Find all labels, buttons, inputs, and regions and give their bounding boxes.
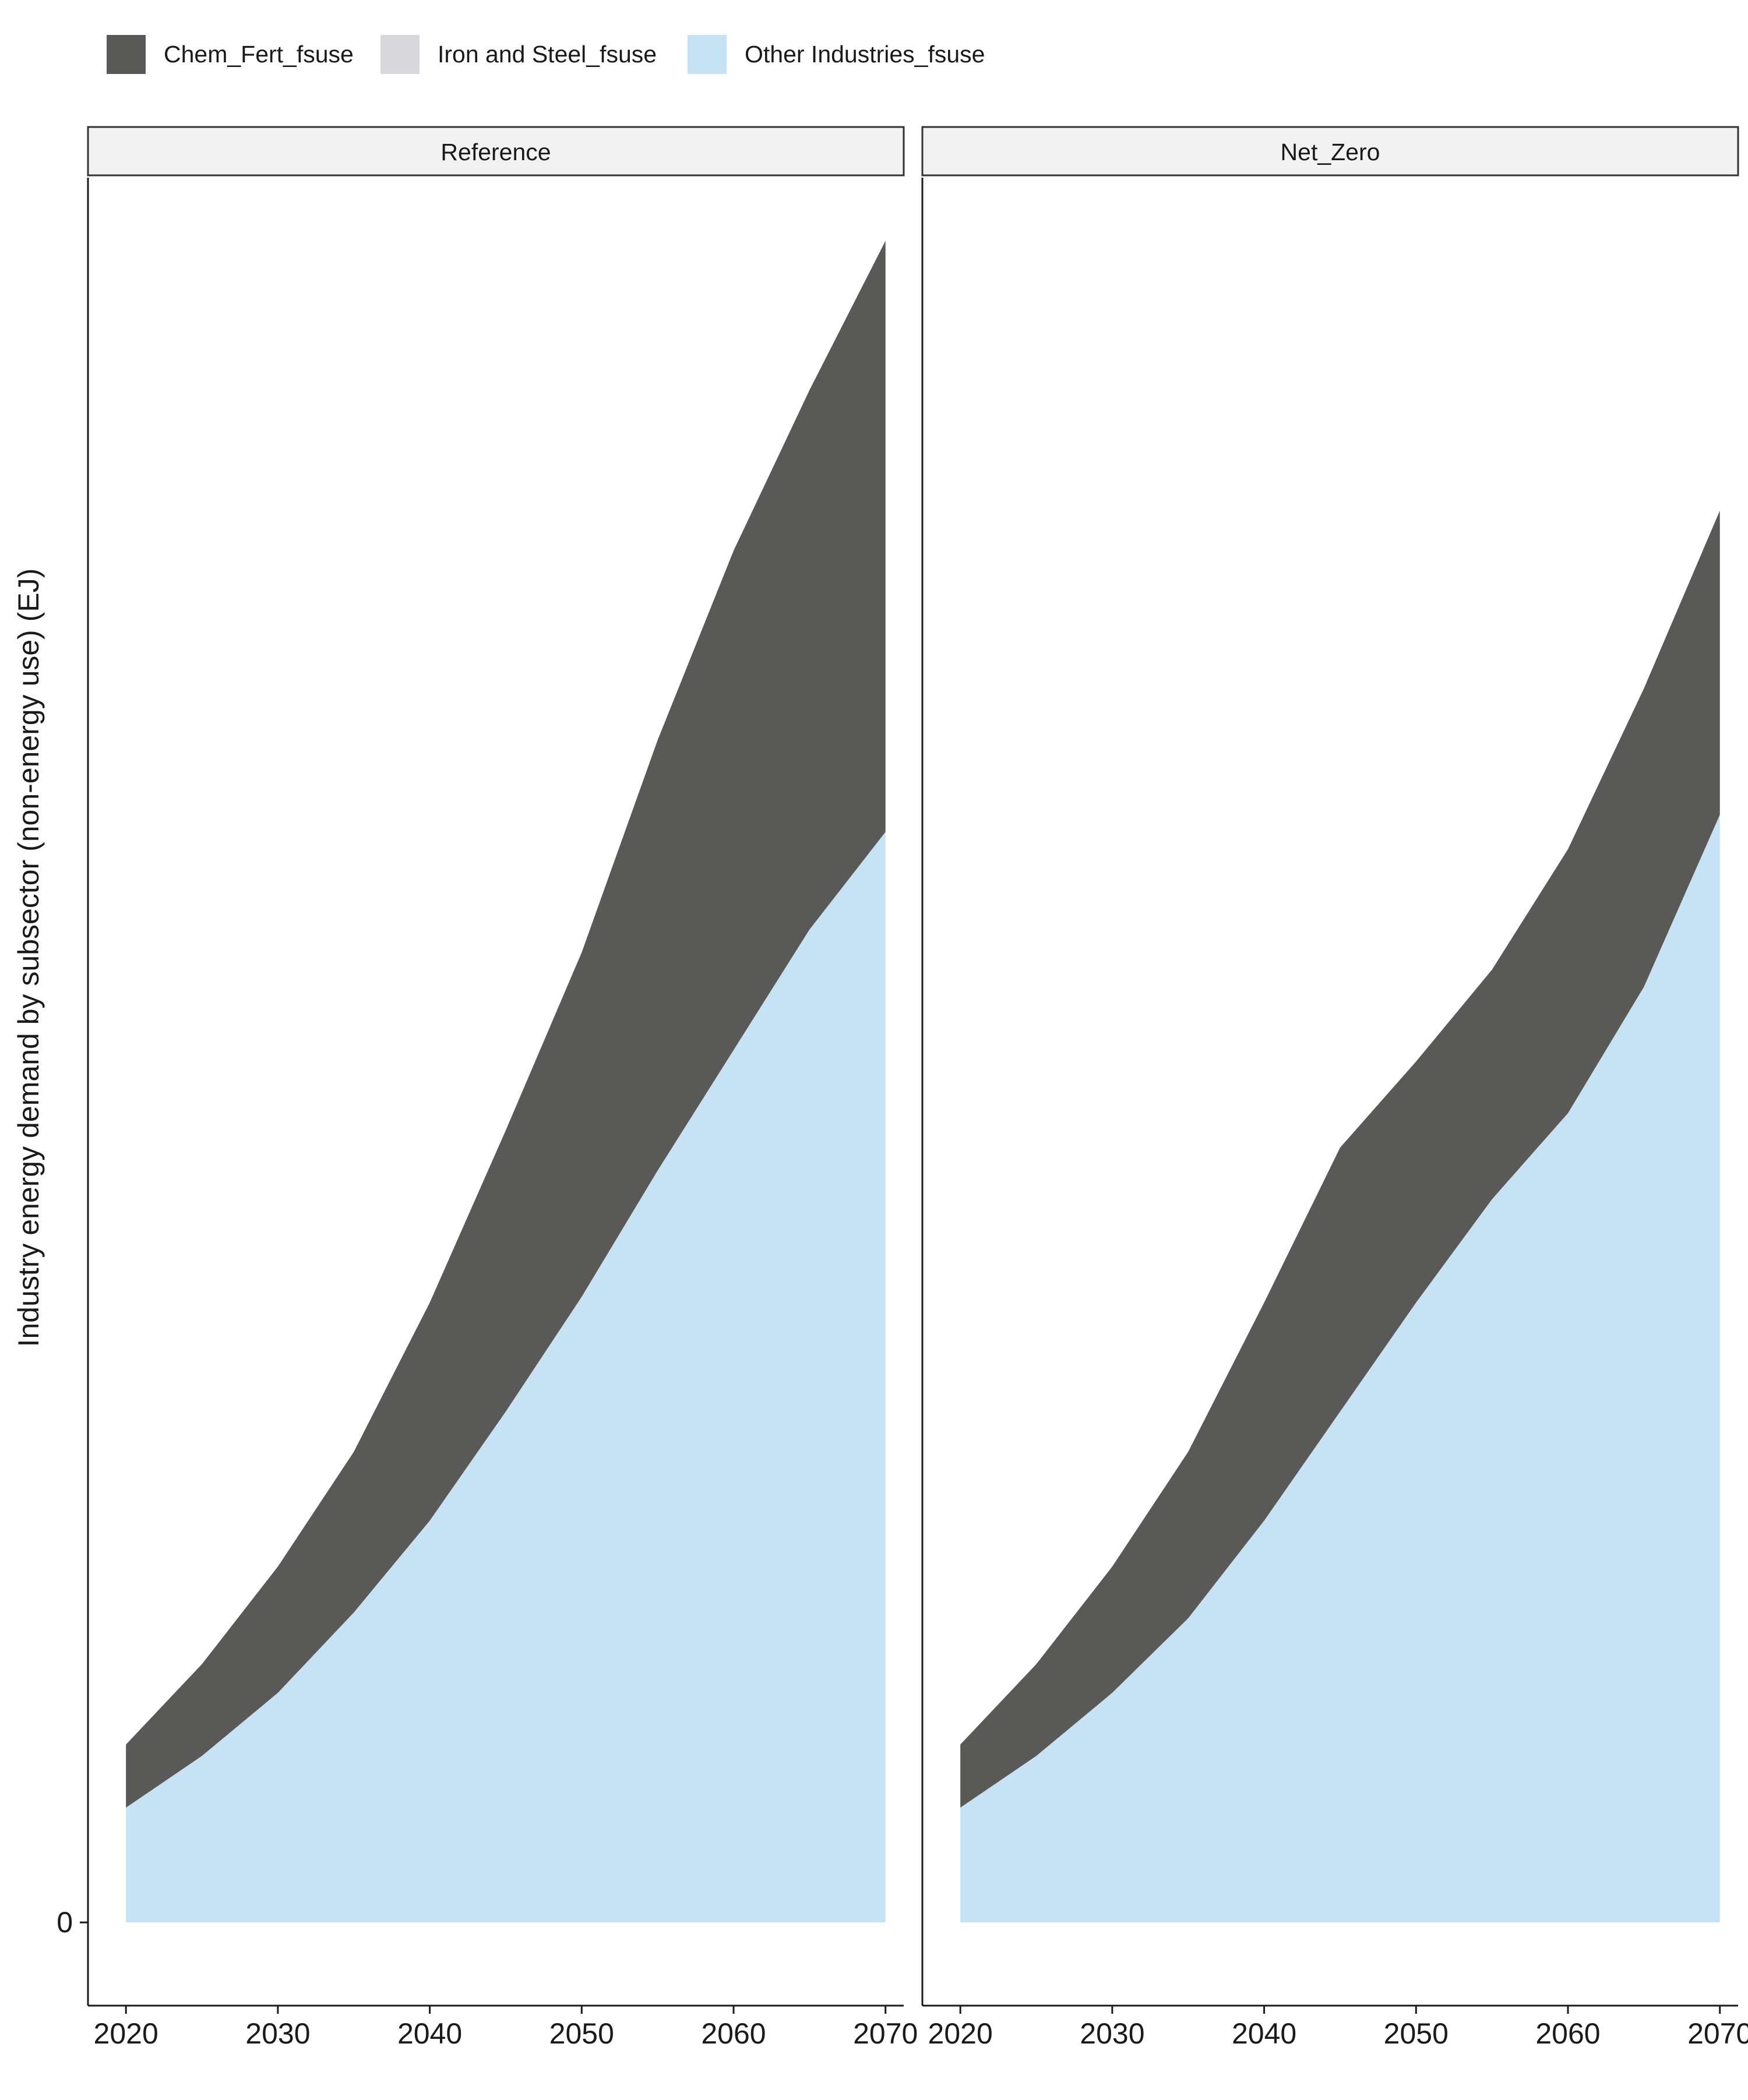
facet-strip bbox=[921, 126, 1739, 177]
x-tick-label: 2030 bbox=[245, 2017, 310, 2050]
legend: Chem_Fert_fsuse Iron and Steel_fsuse Other… bbox=[107, 35, 985, 74]
legend-label-iron-and-steel-fsuse: Iron and Steel_fsuse bbox=[438, 41, 657, 68]
facet-strip-label: Net_Zero bbox=[1281, 139, 1380, 165]
legend-key-other-industries-fsuse bbox=[688, 35, 727, 74]
legend-item-iron-and-steel-fsuse: Iron and Steel_fsuse bbox=[380, 35, 657, 74]
x-tick-label: 2030 bbox=[1080, 2017, 1144, 2050]
x-tick-label: 2050 bbox=[549, 2017, 614, 2050]
panel-reference: Reference 2020 2030 2040 2050 2060 2070 0 bbox=[57, 126, 918, 2050]
x-tick-label: 2050 bbox=[1384, 2017, 1449, 2050]
y-tick-label: 0 bbox=[57, 1906, 73, 1939]
legend-key-chem-fert-fsuse bbox=[107, 35, 146, 74]
legend-label-chem-fert-fsuse: Chem_Fert_fsuse bbox=[164, 41, 354, 68]
facet-panels: Reference 2020 2030 2040 2050 2060 2070 0 Net_Ze… bbox=[57, 126, 1748, 2050]
legend-item-chem-fert-fsuse: Chem_Fert_fsuse bbox=[107, 35, 354, 74]
x-tick-label: 2070 bbox=[853, 2017, 918, 2050]
x-tick-label: 2070 bbox=[1687, 2017, 1748, 2050]
legend-item-other-industries-fsuse: Other Industries_fsuse bbox=[688, 35, 985, 74]
area-other-industries-fsuse bbox=[960, 814, 1720, 1923]
area-chem-fert-fsuse bbox=[126, 241, 886, 1808]
facet-strip-label: Reference bbox=[440, 139, 551, 165]
panel-net-zero: Net_Zero 2020 2030 2040 2050 2060 2070 bbox=[921, 126, 1748, 2050]
x-tick-label: 2020 bbox=[928, 2017, 993, 2050]
x-tick-label: 2020 bbox=[94, 2017, 158, 2050]
x-tick-label: 2040 bbox=[397, 2017, 462, 2050]
x-tick-label: 2060 bbox=[701, 2017, 766, 2050]
x-tick-label: 2040 bbox=[1232, 2017, 1296, 2050]
facet-strip bbox=[87, 126, 905, 177]
x-tick-label: 2060 bbox=[1535, 2017, 1600, 2050]
area-chem-fert-fsuse bbox=[960, 510, 1720, 1808]
y-axis-title: Industry energy demand by subsector (non… bbox=[12, 569, 45, 1347]
legend-label-other-industries-fsuse: Other Industries_fsuse bbox=[745, 41, 985, 68]
area-other-industries-fsuse bbox=[126, 832, 886, 1923]
legend-key-iron-and-steel-fsuse bbox=[380, 35, 420, 74]
